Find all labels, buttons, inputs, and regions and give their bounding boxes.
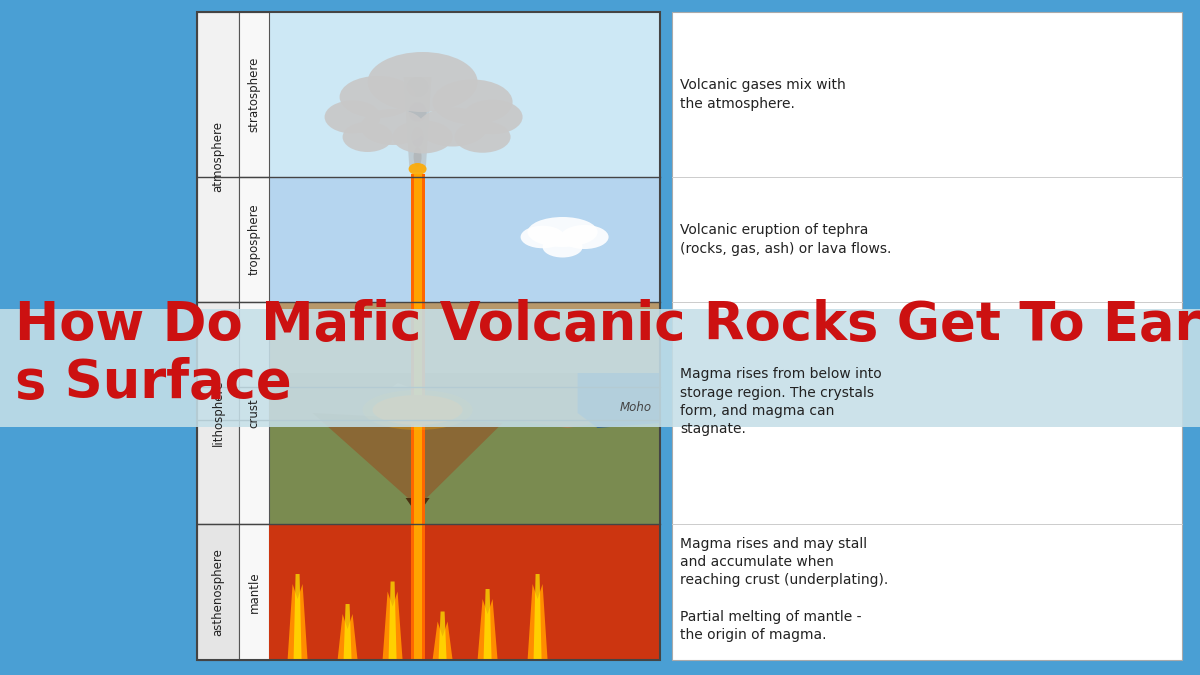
- Polygon shape: [269, 373, 660, 428]
- Text: Magma rises and may stall
and accumulate when
reaching crust (underplating).: Magma rises and may stall and accumulate…: [680, 537, 888, 587]
- Text: Magma rises from below into
storage region. The crystals
form, and magma can
sta: Magma rises from below into storage regi…: [680, 367, 882, 437]
- Ellipse shape: [367, 52, 478, 112]
- Ellipse shape: [528, 217, 598, 247]
- Ellipse shape: [462, 100, 522, 134]
- Ellipse shape: [360, 109, 425, 145]
- Bar: [269, 524, 660, 660]
- Ellipse shape: [362, 390, 473, 430]
- Polygon shape: [294, 574, 301, 660]
- Polygon shape: [343, 604, 352, 660]
- Bar: [269, 387, 660, 420]
- Text: crust: crust: [247, 398, 260, 428]
- Bar: [197, 524, 239, 660]
- Polygon shape: [484, 589, 492, 660]
- Polygon shape: [288, 584, 307, 660]
- Text: mantle: mantle: [247, 571, 260, 613]
- Polygon shape: [528, 584, 547, 660]
- Ellipse shape: [340, 76, 415, 118]
- Polygon shape: [534, 574, 541, 660]
- Ellipse shape: [542, 236, 582, 257]
- Polygon shape: [312, 413, 503, 503]
- Ellipse shape: [418, 107, 487, 146]
- Text: How Do Mafic Volcanic Rocks Get To Earth'
s Surface: How Do Mafic Volcanic Rocks Get To Earth…: [14, 298, 1200, 409]
- Polygon shape: [410, 174, 425, 660]
- Ellipse shape: [372, 395, 462, 425]
- Bar: [197, 12, 660, 660]
- Polygon shape: [383, 591, 402, 660]
- Ellipse shape: [324, 101, 380, 134]
- Ellipse shape: [392, 121, 452, 153]
- Ellipse shape: [414, 147, 421, 167]
- Text: troposphere: troposphere: [247, 204, 260, 275]
- Text: lithosphere: lithosphere: [211, 380, 224, 446]
- Ellipse shape: [408, 163, 426, 175]
- Polygon shape: [406, 498, 430, 508]
- Ellipse shape: [455, 122, 510, 153]
- Text: Volcanic gases mix with
the atmosphere.: Volcanic gases mix with the atmosphere.: [680, 78, 846, 111]
- Bar: [239, 12, 269, 177]
- Bar: [672, 12, 1182, 660]
- Bar: [0, 308, 1200, 427]
- Polygon shape: [389, 581, 396, 660]
- Text: stratosphere: stratosphere: [247, 57, 260, 132]
- Bar: [239, 177, 269, 302]
- Polygon shape: [432, 622, 452, 660]
- Ellipse shape: [342, 122, 392, 152]
- Bar: [269, 420, 660, 524]
- Text: Partial melting of mantle -
the origin of magma.: Partial melting of mantle - the origin o…: [680, 610, 862, 642]
- Bar: [239, 524, 269, 660]
- Polygon shape: [478, 599, 498, 660]
- Ellipse shape: [521, 225, 564, 248]
- Bar: [197, 12, 239, 302]
- Text: atmosphere: atmosphere: [211, 122, 224, 192]
- Polygon shape: [403, 77, 432, 172]
- Bar: [269, 12, 660, 177]
- Ellipse shape: [407, 77, 428, 97]
- Ellipse shape: [560, 225, 608, 249]
- Ellipse shape: [412, 127, 424, 147]
- Ellipse shape: [432, 80, 512, 124]
- Polygon shape: [577, 373, 660, 428]
- Bar: [269, 177, 660, 302]
- Bar: [197, 302, 239, 524]
- Ellipse shape: [408, 102, 426, 122]
- Text: Volcanic eruption of tephra
(rocks, gas, ash) or lava flows.: Volcanic eruption of tephra (rocks, gas,…: [680, 223, 892, 256]
- Bar: [269, 524, 660, 660]
- Polygon shape: [337, 614, 358, 660]
- Bar: [239, 302, 269, 524]
- Text: Moho: Moho: [620, 401, 652, 414]
- Polygon shape: [438, 612, 446, 660]
- Bar: [269, 302, 660, 387]
- Text: asthenosphere: asthenosphere: [211, 548, 224, 636]
- Polygon shape: [414, 174, 421, 660]
